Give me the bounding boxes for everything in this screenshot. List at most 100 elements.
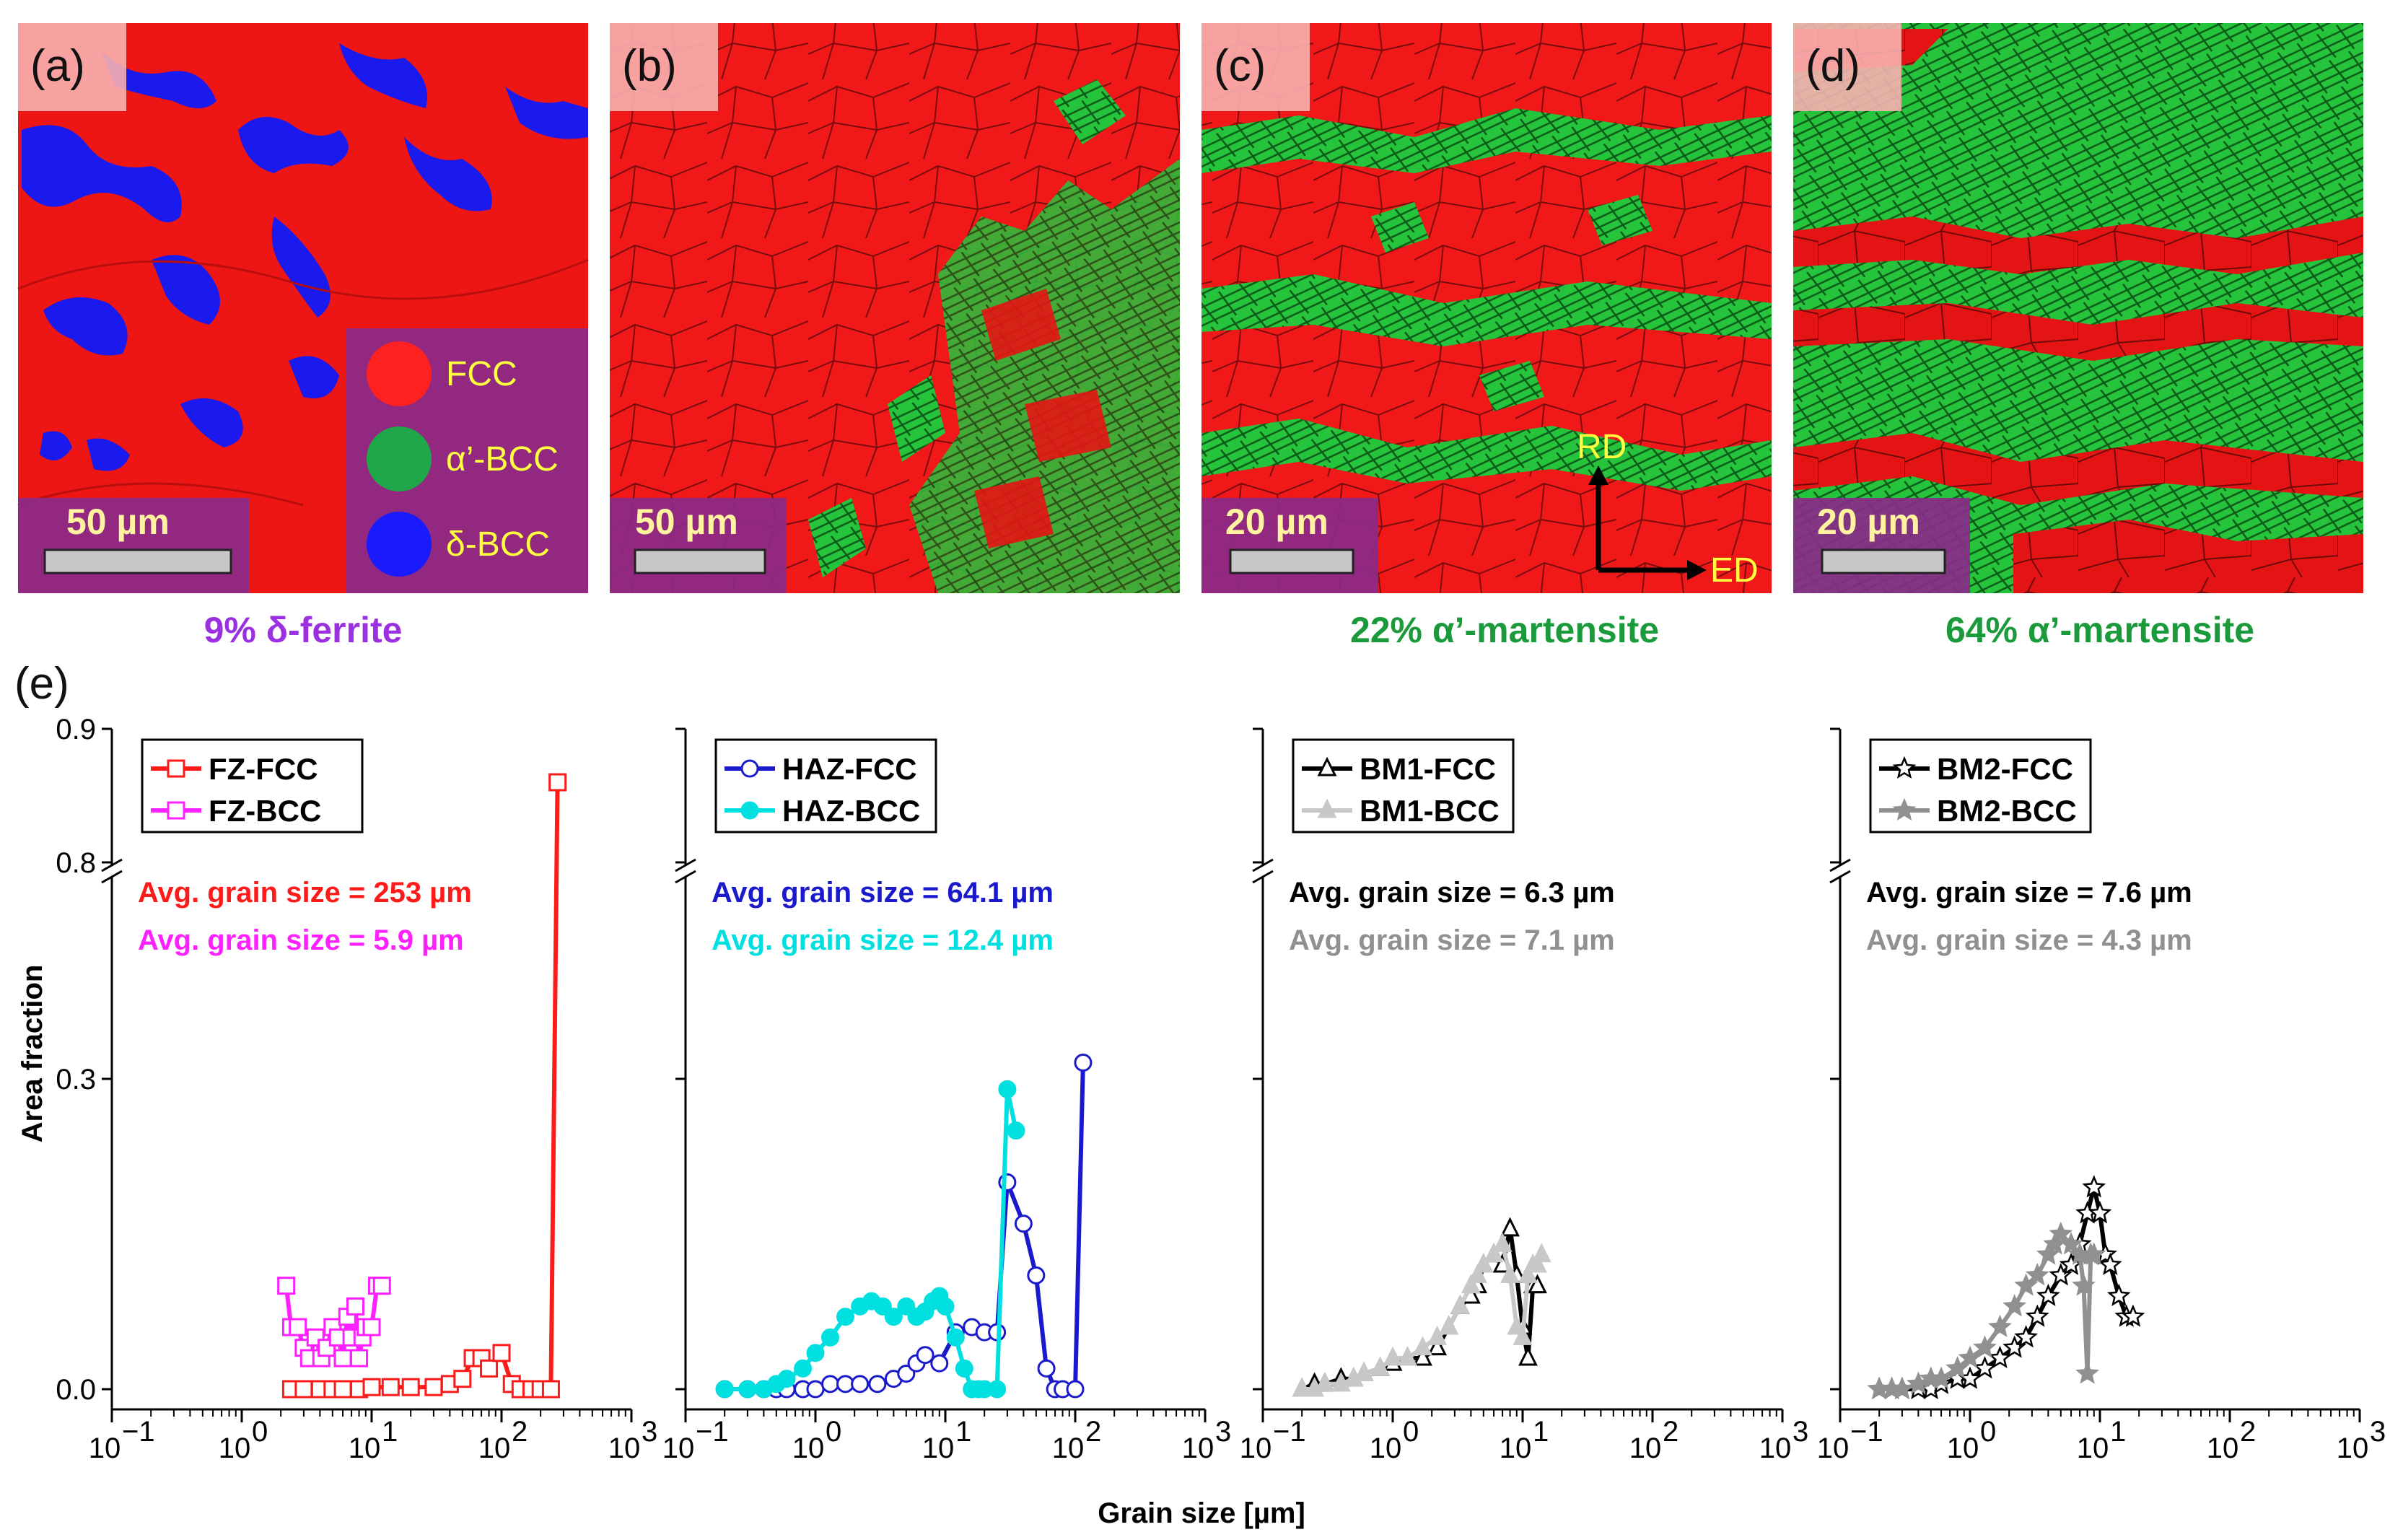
legend-label: BM2-FCC <box>1937 752 2073 786</box>
data-point <box>1988 1314 2012 1337</box>
legend-marker <box>167 759 185 778</box>
data-point <box>1531 1243 1551 1263</box>
data-point <box>492 1344 511 1362</box>
data-point <box>2002 1294 2027 1317</box>
data-point <box>2106 1283 2131 1306</box>
data-point <box>1468 1263 1488 1283</box>
data-point <box>2088 1201 2112 1224</box>
x-tick-label: 10 <box>1182 1432 1214 1464</box>
grain-size-charts: 0.00.30.80.910−1100101102103FZ-FCCFZ-BCC… <box>17 714 2386 1529</box>
legend-marker <box>740 801 759 820</box>
x-tick-label: 10 <box>1240 1432 1272 1464</box>
data-point <box>381 1378 400 1396</box>
data-point <box>936 1297 955 1316</box>
legend-marker <box>1317 756 1337 776</box>
data-point <box>2025 1304 2049 1327</box>
y-tick-label: 0.3 <box>56 1064 96 1095</box>
data-point <box>548 773 567 792</box>
data-point <box>1958 1345 1982 1368</box>
data-point <box>851 1375 870 1394</box>
ebsd-panel-d: (d) 20 µm <box>1793 23 2363 593</box>
data-point <box>955 1359 973 1378</box>
chart-legend: BM1-FCC BM1-BCC <box>1292 738 1515 834</box>
martensite-regions <box>808 79 1180 593</box>
x-tick-exponent: 0 <box>1980 1416 1996 1448</box>
data-point <box>1492 1232 1513 1252</box>
data-point <box>1890 1376 1914 1399</box>
data-point <box>738 1380 757 1399</box>
data-point <box>777 1370 796 1388</box>
delta-ferrite-network <box>22 43 588 471</box>
x-tick-exponent: 2 <box>512 1416 528 1448</box>
y-tick-label: 0.9 <box>56 714 96 745</box>
data-point <box>333 1349 352 1368</box>
ebsd-panel-a: FCC α’-BCC δ-BCC (a) 50 µm <box>17 23 589 593</box>
ebsd-panel-c: (c) 20 µm RD ED <box>1202 23 1772 593</box>
data-point <box>424 1378 443 1396</box>
series-FZ-BCC <box>277 1277 391 1368</box>
x-tick-label: 10 <box>2337 1432 2369 1464</box>
chart-legend: BM2-FCC BM2-BCC <box>1869 738 2092 834</box>
panel-c-scale-bar <box>1229 548 1354 574</box>
x-tick-exponent: −1 <box>1273 1416 1306 1448</box>
data-point <box>2036 1283 2060 1306</box>
x-tick-label: 10 <box>1629 1432 1662 1464</box>
x-tick-exponent: 0 <box>252 1416 268 1448</box>
axis-break-mark <box>1252 870 1274 884</box>
avg-grain-size-annotation: Avg. grain size = 6.3 µm <box>1289 877 1615 909</box>
avg-grain-size-annotation: Avg. grain size = 253 µm <box>138 877 472 909</box>
x-tick-label: 10 <box>608 1432 641 1464</box>
data-point <box>1398 1346 1417 1366</box>
x-tick-label: 10 <box>1947 1432 1979 1464</box>
x-tick-exponent: 2 <box>2240 1416 2256 1448</box>
alpha-bcc-legend-dot <box>367 426 432 491</box>
data-point <box>2082 1242 2106 1265</box>
x-tick-exponent: 2 <box>1085 1416 1101 1448</box>
data-point <box>806 1380 825 1399</box>
avg-grain-size-annotation: Avg. grain size = 4.3 µm <box>1866 924 2192 956</box>
data-point <box>806 1344 825 1362</box>
data-point <box>836 1308 854 1326</box>
x-tick-label: 10 <box>1052 1432 1085 1464</box>
data-point <box>2121 1304 2145 1327</box>
x-tick-label: 10 <box>2207 1432 2239 1464</box>
data-point <box>2049 1221 2073 1244</box>
fcc-legend-dot <box>367 341 432 406</box>
data-point <box>1427 1336 1448 1356</box>
x-tick-exponent: −1 <box>1850 1416 1883 1448</box>
data-point <box>1474 1253 1494 1273</box>
series-HAZ-FCC <box>715 1054 1093 1399</box>
panel-c-scale-text: 20 µm <box>1225 502 1329 542</box>
legend-fcc-label: FCC <box>446 355 517 393</box>
data-point <box>1331 1372 1351 1392</box>
data-point <box>2059 1232 2083 1255</box>
data-point <box>346 1297 365 1316</box>
data-point <box>2082 1175 2106 1198</box>
legend-marker <box>740 759 759 778</box>
data-point <box>350 1349 369 1368</box>
panel-d-scale-text: 20 µm <box>1817 502 1920 542</box>
data-point <box>1027 1266 1046 1285</box>
x-tick-exponent: 1 <box>955 1416 971 1448</box>
avg-grain-size-annotation: Avg. grain size = 7.1 µm <box>1289 924 1615 956</box>
data-point <box>1528 1253 1547 1273</box>
panel-b-label: (b) <box>622 41 677 91</box>
axis-break-mark <box>675 870 696 884</box>
data-point <box>916 1346 934 1365</box>
x-tick-exponent: 3 <box>1215 1416 1231 1448</box>
x-tick-label: 10 <box>662 1432 695 1464</box>
data-point <box>372 1277 391 1295</box>
x-tick-exponent: −1 <box>696 1416 729 1448</box>
y-axis-title: Area fraction <box>17 965 48 1143</box>
data-point <box>2098 1252 2122 1275</box>
data-point <box>1439 1315 1459 1335</box>
data-point <box>884 1308 903 1326</box>
data-point <box>1461 1274 1481 1294</box>
avg-grain-size-annotation: Avg. grain size = 7.6 µm <box>1866 877 2192 909</box>
panel-a-scale-text: 50 µm <box>66 502 170 542</box>
panel-c-label: (c) <box>1214 41 1266 91</box>
data-point <box>541 1380 560 1399</box>
x-tick-exponent: 1 <box>382 1416 398 1448</box>
